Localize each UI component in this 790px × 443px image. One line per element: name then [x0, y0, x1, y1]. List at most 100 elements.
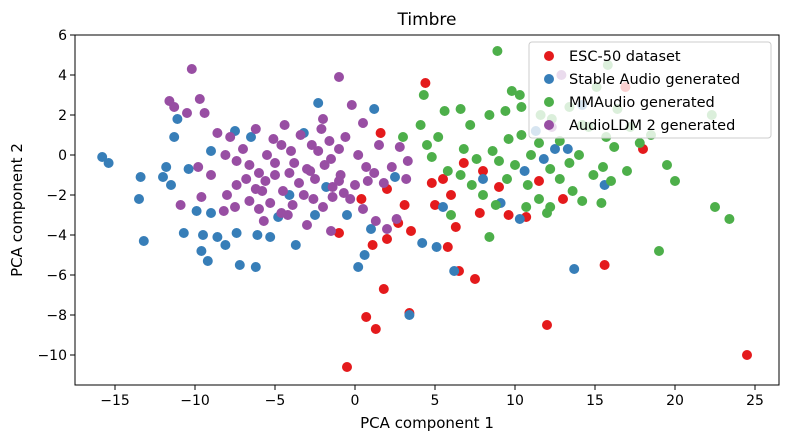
- data-point: [282, 210, 293, 220]
- data-point: [382, 234, 392, 244]
- x-tick-label: −10: [180, 393, 210, 409]
- data-point: [386, 162, 397, 172]
- data-point: [193, 162, 204, 172]
- data-point: [542, 320, 552, 330]
- data-point: [470, 274, 480, 284]
- y-tick-label: −10: [37, 348, 67, 364]
- data-point: [399, 200, 410, 210]
- x-tick-label: 25: [746, 393, 764, 409]
- data-point: [231, 156, 242, 166]
- y-tick-label: −8: [46, 308, 67, 324]
- y-tick-label: 6: [58, 28, 67, 44]
- data-point: [316, 124, 327, 134]
- series-3: [164, 64, 567, 236]
- data-point: [374, 140, 384, 150]
- data-point: [569, 264, 580, 274]
- legend-label: MMAudio generated: [569, 95, 715, 111]
- data-point: [218, 206, 229, 216]
- data-point: [186, 64, 197, 74]
- data-point: [327, 182, 338, 192]
- data-point: [225, 132, 236, 142]
- data-point: [449, 266, 460, 276]
- data-point: [401, 174, 412, 184]
- data-point: [166, 180, 176, 190]
- x-tick-label: 20: [666, 393, 684, 409]
- data-point: [710, 202, 720, 212]
- data-point: [369, 104, 380, 114]
- data-point: [222, 190, 232, 200]
- data-point: [378, 284, 389, 294]
- data-point: [516, 102, 527, 112]
- data-point: [265, 232, 276, 242]
- data-point: [194, 94, 205, 104]
- data-point: [318, 114, 328, 124]
- data-point: [404, 310, 415, 320]
- data-point: [231, 180, 242, 190]
- data-point: [342, 362, 352, 372]
- data-point: [458, 144, 469, 154]
- data-point: [231, 228, 242, 238]
- data-point: [212, 232, 223, 242]
- data-point: [446, 190, 456, 200]
- data-point: [270, 170, 280, 180]
- data-point: [446, 210, 456, 220]
- data-point: [670, 176, 680, 186]
- data-point: [417, 238, 428, 248]
- data-point: [390, 172, 400, 182]
- data-point: [577, 196, 588, 206]
- data-point: [97, 152, 108, 162]
- data-point: [318, 202, 328, 212]
- data-point: [534, 138, 544, 148]
- data-point: [426, 152, 437, 162]
- data-point: [358, 204, 368, 214]
- data-point: [345, 194, 356, 204]
- data-point: [175, 200, 186, 210]
- data-point: [538, 154, 549, 164]
- data-point: [502, 174, 512, 184]
- legend-label: Stable Audio generated: [569, 72, 740, 88]
- x-tick-label: −15: [100, 393, 130, 409]
- data-point: [313, 98, 324, 108]
- data-point: [458, 158, 469, 168]
- x-tick-label: 10: [506, 393, 524, 409]
- legend-marker: [544, 51, 554, 61]
- data-point: [422, 140, 432, 150]
- data-point: [391, 214, 402, 224]
- data-point: [545, 164, 556, 174]
- data-point: [220, 240, 231, 250]
- data-point: [375, 128, 386, 138]
- data-point: [510, 160, 520, 170]
- data-point: [326, 226, 336, 236]
- data-point: [514, 214, 525, 224]
- data-point: [340, 132, 351, 142]
- data-point: [202, 256, 213, 266]
- data-point: [298, 190, 309, 200]
- data-point: [455, 104, 466, 114]
- data-point: [494, 156, 504, 166]
- data-point: [353, 262, 364, 272]
- data-point: [519, 166, 530, 176]
- data-point: [324, 136, 335, 146]
- data-point: [402, 156, 413, 166]
- data-point: [382, 224, 392, 234]
- data-point: [369, 168, 380, 178]
- data-point: [359, 250, 370, 260]
- data-point: [484, 232, 495, 242]
- data-point: [199, 108, 210, 118]
- data-point: [724, 214, 735, 224]
- data-point: [521, 202, 532, 212]
- data-point: [438, 174, 448, 184]
- data-point: [276, 140, 287, 150]
- data-point: [158, 172, 168, 182]
- data-point: [367, 240, 378, 250]
- data-point: [246, 132, 256, 142]
- data-point: [622, 166, 632, 176]
- data-point: [430, 200, 440, 210]
- y-tick-label: −6: [46, 268, 67, 284]
- data-point: [378, 178, 389, 188]
- data-point: [494, 182, 504, 192]
- legend-marker: [544, 74, 554, 84]
- y-tick-label: −2: [46, 188, 67, 204]
- data-point: [206, 146, 216, 156]
- data-point: [346, 100, 357, 110]
